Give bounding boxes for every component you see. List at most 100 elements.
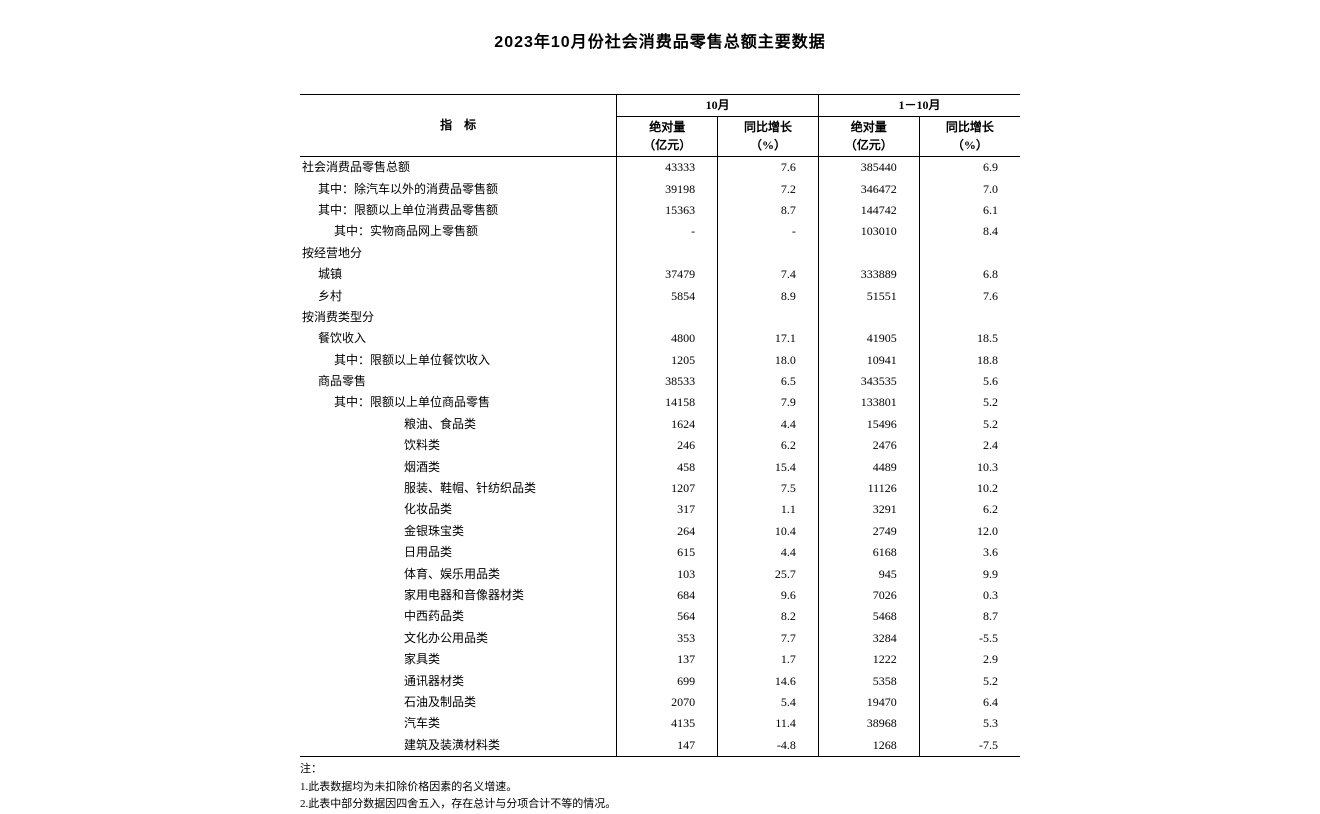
abs-label: 绝对量 — [851, 120, 887, 134]
cell-abs: 264 — [617, 521, 718, 542]
cell-abs: 38533 — [617, 371, 718, 392]
table-row: 城镇374797.43338896.8 — [300, 264, 1020, 285]
table-row: 餐饮收入480017.14190518.5 — [300, 328, 1020, 349]
cell-yoy: 14.6 — [718, 671, 819, 692]
cell-yoy: 8.7 — [718, 200, 819, 221]
cell-yoy: 6.2 — [718, 435, 819, 456]
cell-abs: 4800 — [617, 328, 718, 349]
cell-abs: 39198 — [617, 179, 718, 200]
cell-yoy: 6.9 — [919, 157, 1020, 179]
row-label: 文化办公用品类 — [300, 628, 617, 649]
row-label: 粮油、食品类 — [300, 414, 617, 435]
cell-yoy: 8.9 — [718, 286, 819, 307]
row-label: 其中：实物商品网上零售额 — [300, 221, 617, 242]
cell-abs: 1222 — [818, 649, 919, 670]
page: 2023年10月份社会消费品零售总额主要数据 指 标 10月 1－10月 绝对量… — [0, 0, 1320, 743]
table-row: 家用电器和音像器材类6849.670260.3 — [300, 585, 1020, 606]
cell-abs: 2070 — [617, 692, 718, 713]
cell-abs: 43333 — [617, 157, 718, 179]
cell-yoy: 10.2 — [919, 478, 1020, 499]
abs-unit: （亿元） — [643, 138, 691, 152]
cell-abs: 684 — [617, 585, 718, 606]
abs-unit: （亿元） — [845, 138, 893, 152]
cell-yoy: 8.4 — [919, 221, 1020, 242]
cell-abs: 5358 — [818, 671, 919, 692]
cell-yoy: 3.6 — [919, 542, 1020, 563]
yoy-unit: （%） — [952, 138, 988, 152]
row-label: 其中：限额以上单位消费品零售额 — [300, 200, 617, 221]
cell-abs — [818, 307, 919, 328]
cell-yoy: 7.5 — [718, 478, 819, 499]
cell-yoy: 6.1 — [919, 200, 1020, 221]
footnote-1: 1.此表数据均为未扣除价格因素的名义增速。 — [300, 779, 1020, 797]
row-label: 服装、鞋帽、针纺织品类 — [300, 478, 617, 499]
cell-abs: 4135 — [617, 713, 718, 734]
row-label: 餐饮收入 — [300, 328, 617, 349]
cell-abs: 458 — [617, 457, 718, 478]
row-label: 其中：限额以上单位商品零售 — [300, 392, 617, 413]
cell-abs: 385440 — [818, 157, 919, 179]
cell-abs: 15363 — [617, 200, 718, 221]
cell-yoy: 7.0 — [919, 179, 1020, 200]
table-row: 烟酒类45815.4448910.3 — [300, 457, 1020, 478]
table-wrapper: 指 标 10月 1－10月 绝对量 （亿元） 同比增长 （%） 绝对量 — [300, 94, 1020, 757]
cell-yoy: 7.2 — [718, 179, 819, 200]
cell-yoy: 7.7 — [718, 628, 819, 649]
cell-yoy: 2.9 — [919, 649, 1020, 670]
col-indicator: 指 标 — [300, 95, 617, 157]
table-row: 其中：限额以上单位商品零售141587.91338015.2 — [300, 392, 1020, 413]
cell-abs: 333889 — [818, 264, 919, 285]
cell-abs: 37479 — [617, 264, 718, 285]
row-label: 金银珠宝类 — [300, 521, 617, 542]
cell-abs: - — [617, 221, 718, 242]
cell-yoy: 7.6 — [718, 157, 819, 179]
cell-yoy: 4.4 — [718, 414, 819, 435]
page-title: 2023年10月份社会消费品零售总额主要数据 — [0, 28, 1320, 52]
data-table: 指 标 10月 1－10月 绝对量 （亿元） 同比增长 （%） 绝对量 — [300, 94, 1020, 757]
row-label: 化妆品类 — [300, 499, 617, 520]
cell-yoy: 7.6 — [919, 286, 1020, 307]
table-row: 按经营地分 — [300, 243, 1020, 264]
row-label: 家用电器和音像器材类 — [300, 585, 617, 606]
cell-yoy: -4.8 — [718, 735, 819, 757]
cell-abs: 246 — [617, 435, 718, 456]
cell-abs: 147 — [617, 735, 718, 757]
table-row: 汽车类413511.4389685.3 — [300, 713, 1020, 734]
yoy-label: 同比增长 — [946, 120, 994, 134]
yoy-unit: （%） — [750, 138, 786, 152]
table-row: 家具类1371.712222.9 — [300, 649, 1020, 670]
cell-abs: 51551 — [818, 286, 919, 307]
cell-yoy: 10.4 — [718, 521, 819, 542]
cell-yoy: -7.5 — [919, 735, 1020, 757]
cell-yoy: 4.4 — [718, 542, 819, 563]
row-label: 乡村 — [300, 286, 617, 307]
cell-abs: 1268 — [818, 735, 919, 757]
footnote-lead: 注： — [300, 761, 1020, 779]
cell-abs: 144742 — [818, 200, 919, 221]
yoy-label: 同比增长 — [744, 120, 792, 134]
cell-yoy: 7.4 — [718, 264, 819, 285]
row-label: 按经营地分 — [300, 243, 617, 264]
cell-yoy: 5.4 — [718, 692, 819, 713]
cell-yoy: 5.2 — [919, 392, 1020, 413]
cell-yoy: - — [718, 221, 819, 242]
cell-abs: 103 — [617, 564, 718, 585]
cell-abs: 5854 — [617, 286, 718, 307]
cell-yoy: 9.6 — [718, 585, 819, 606]
row-label: 其中：除汽车以外的消费品零售额 — [300, 179, 617, 200]
cell-abs: 3291 — [818, 499, 919, 520]
row-label: 其中：限额以上单位餐饮收入 — [300, 350, 617, 371]
cell-yoy: 2.4 — [919, 435, 1020, 456]
row-label: 家具类 — [300, 649, 617, 670]
cell-abs: 133801 — [818, 392, 919, 413]
col-period-2: 1－10月 — [818, 95, 1020, 117]
row-label: 日用品类 — [300, 542, 617, 563]
row-label: 城镇 — [300, 264, 617, 285]
row-label: 烟酒类 — [300, 457, 617, 478]
cell-yoy: 5.2 — [919, 671, 1020, 692]
cell-abs: 353 — [617, 628, 718, 649]
table-row: 文化办公用品类3537.73284-5.5 — [300, 628, 1020, 649]
cell-abs: 7026 — [818, 585, 919, 606]
table-row: 粮油、食品类16244.4154965.2 — [300, 414, 1020, 435]
cell-abs: 2749 — [818, 521, 919, 542]
